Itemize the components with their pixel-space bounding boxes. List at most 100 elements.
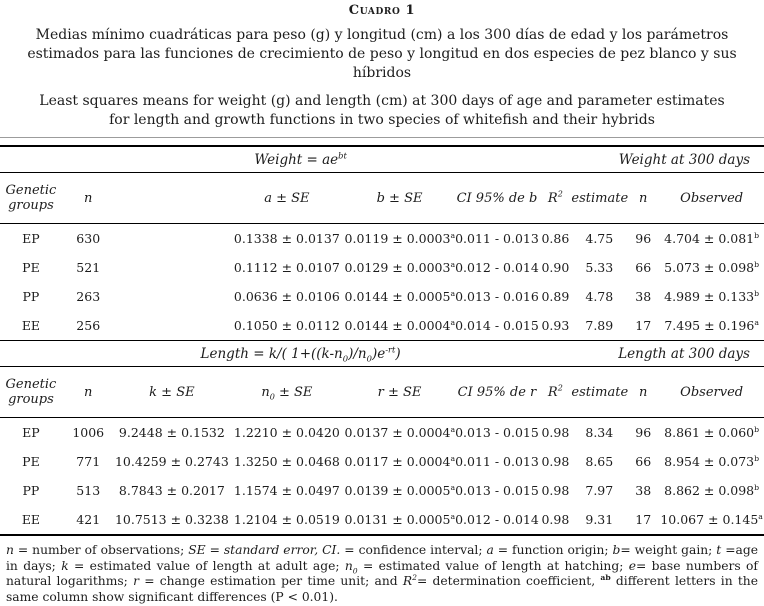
footnote-segment: 2 — [412, 573, 417, 583]
data-cell: 7.89 — [585, 318, 614, 333]
data-cell: 1006 — [72, 425, 105, 440]
data-cell: 10.067 ± 0.145a — [660, 511, 763, 527]
data-cell — [115, 224, 230, 254]
footnote-segment: = estimated value of length at adult age… — [68, 558, 345, 573]
column-header: CI 95% de r — [457, 384, 537, 400]
table-row-ep: EP 1006 9.2448 ± 0.1532 1.2210 ± 0.0420 0.01… — [0, 418, 764, 448]
data-cell: 8.7843 ± 0.2017 — [118, 483, 225, 498]
section-formula-row: Weight = aebt Weight at 300 days — [0, 146, 764, 173]
table-row-pp: PP 513 8.7843 ± 0.2017 1.1574 ± 0.0497 0.013… — [0, 476, 764, 505]
data-cell: 0.013 - 0.016 — [455, 289, 539, 304]
footnote-segment: e — [628, 558, 637, 573]
column-header: b ± SE — [376, 190, 423, 206]
data-cell: 8.34 — [585, 425, 614, 440]
results-table-body: Weight = aebt Weight at 300 days Genetic g… — [0, 146, 764, 535]
data-cell: 0.86 — [541, 231, 570, 246]
data-cell: 771 — [76, 454, 101, 469]
footnote-segment: standard error, — [223, 543, 319, 557]
data-cell: 513 — [76, 483, 101, 498]
data-cell: 0.93 — [541, 318, 570, 333]
data-cell: 630 — [76, 231, 101, 246]
data-cell: PE — [22, 454, 40, 469]
data-cell: PE — [22, 260, 40, 275]
data-cell: 263 — [76, 289, 101, 304]
data-cell: 1.2210 ± 0.0420 — [233, 425, 340, 440]
data-cell: 0.012 - 0.014 — [455, 260, 539, 275]
data-cell: 8.862 ± 0.098b — [664, 482, 760, 498]
table-caption: Cuadro 1 — [348, 3, 416, 18]
data-cell: 0.013 - 0.015 — [455, 425, 539, 440]
column-header — [115, 173, 230, 224]
spacer-cell — [539, 146, 571, 173]
data-cell: 38 — [635, 289, 652, 304]
data-cell: 66 — [635, 260, 652, 275]
data-cell: 8.954 ± 0.073b — [664, 453, 760, 469]
data-cell: 0.0129 ± 0.0003a — [344, 259, 456, 275]
table-row-ee: EE 256 0.1050 ± 0.0112 0.0144 ± 0.0004a 0.01… — [0, 311, 764, 341]
data-cell: 0.98 — [541, 512, 570, 527]
data-cell: 0.0131 ± 0.0005a — [344, 511, 456, 527]
footnote-segment: = estimated value of length at hatching; — [357, 558, 629, 573]
column-header: a ± SE — [264, 190, 310, 206]
data-cell: 96 — [635, 425, 652, 440]
footnote-segment: =age in days; — [6, 543, 758, 573]
data-cell: PP — [22, 289, 40, 304]
spacer-cell — [0, 146, 62, 173]
footnote-segment: = change estimation per time unit; and — [138, 574, 403, 589]
data-cell: 10.4259 ± 0.2743 — [114, 454, 229, 469]
section-formula: Length = k/( 1+((k-n0)/n0)e-rt) — [200, 344, 401, 364]
footnote-segment: CI. — [322, 543, 341, 557]
column-header: Observed — [680, 384, 744, 400]
data-cell: 4.75 — [585, 231, 614, 246]
footnote: n = number of observations; SE = standar… — [6, 543, 758, 606]
table-row-ep: EP 630 0.1338 ± 0.0137 0.0119 ± 0.0003a 0.01… — [0, 224, 764, 254]
data-cell: 0.0137 ± 0.0004a — [344, 424, 456, 440]
data-cell: 4.78 — [585, 289, 614, 304]
footnote-segment: b — [612, 543, 621, 557]
table-row-pe: PE 521 0.1112 ± 0.0107 0.0129 ± 0.0003a 0.01… — [0, 253, 764, 282]
data-cell: 1.3250 ± 0.0468 — [233, 454, 340, 469]
data-cell: 0.98 — [541, 454, 570, 469]
data-cell: 0.1050 ± 0.0112 — [233, 318, 340, 333]
data-cell: EE — [21, 318, 41, 333]
table-row-pe: PE 771 10.4259 ± 0.2743 1.3250 ± 0.0468 0.01… — [0, 447, 764, 476]
data-cell: 38 — [635, 483, 652, 498]
data-cell: 0.0117 ± 0.0004a — [344, 453, 456, 469]
data-cell: 0.013 - 0.015 — [455, 483, 539, 498]
data-cell: 0.1112 ± 0.0107 — [233, 260, 340, 275]
data-cell: 1.2104 ± 0.0519 — [233, 512, 340, 527]
data-cell: 0.0144 ± 0.0005a — [344, 288, 456, 304]
data-cell: 5.073 ± 0.098b — [664, 259, 760, 275]
data-cell: 17 — [635, 512, 652, 527]
section-right-label: Weight at 300 days — [618, 151, 750, 168]
column-header: n — [84, 190, 93, 206]
column-header: n — [84, 384, 93, 400]
data-cell: 0.012 - 0.014 — [455, 512, 539, 527]
data-cell: 0.011 - 0.013 — [455, 454, 539, 469]
footnote-segment: R — [402, 574, 413, 589]
footnote-segment: = confidence interval; — [340, 543, 487, 557]
data-cell: EP — [22, 231, 40, 246]
data-cell: 0.0144 ± 0.0004a — [344, 317, 456, 333]
section-formula: Weight = aebt — [254, 150, 347, 168]
data-cell: 7.495 ± 0.196a — [664, 317, 759, 333]
data-cell: 9.2448 ± 0.1532 — [118, 425, 225, 440]
data-cell: 256 — [76, 318, 101, 333]
footnote-segment: k — [61, 558, 69, 573]
column-header: estimate — [571, 190, 629, 206]
footnote-segment: = weight gain; — [620, 543, 717, 557]
data-cell: 521 — [76, 260, 101, 275]
column-header: n — [639, 384, 648, 400]
data-cell: 0.0636 ± 0.0106 — [233, 289, 340, 304]
column-header: k ± SE — [149, 384, 195, 400]
footnote-segment: ab — [600, 573, 611, 583]
section-formula-row: Length = k/( 1+((k-n0)/n0)e-rt) Length at… — [0, 341, 764, 367]
footnote-segment: = — [205, 543, 224, 557]
data-cell: 9.31 — [585, 512, 614, 527]
column-header: CI 95% de b — [456, 190, 538, 206]
column-header: Observed — [680, 190, 744, 206]
spacer-cell — [0, 341, 62, 367]
data-cell: 421 — [76, 512, 101, 527]
data-cell: 8.65 — [585, 454, 614, 469]
data-cell: 0.90 — [541, 260, 570, 275]
